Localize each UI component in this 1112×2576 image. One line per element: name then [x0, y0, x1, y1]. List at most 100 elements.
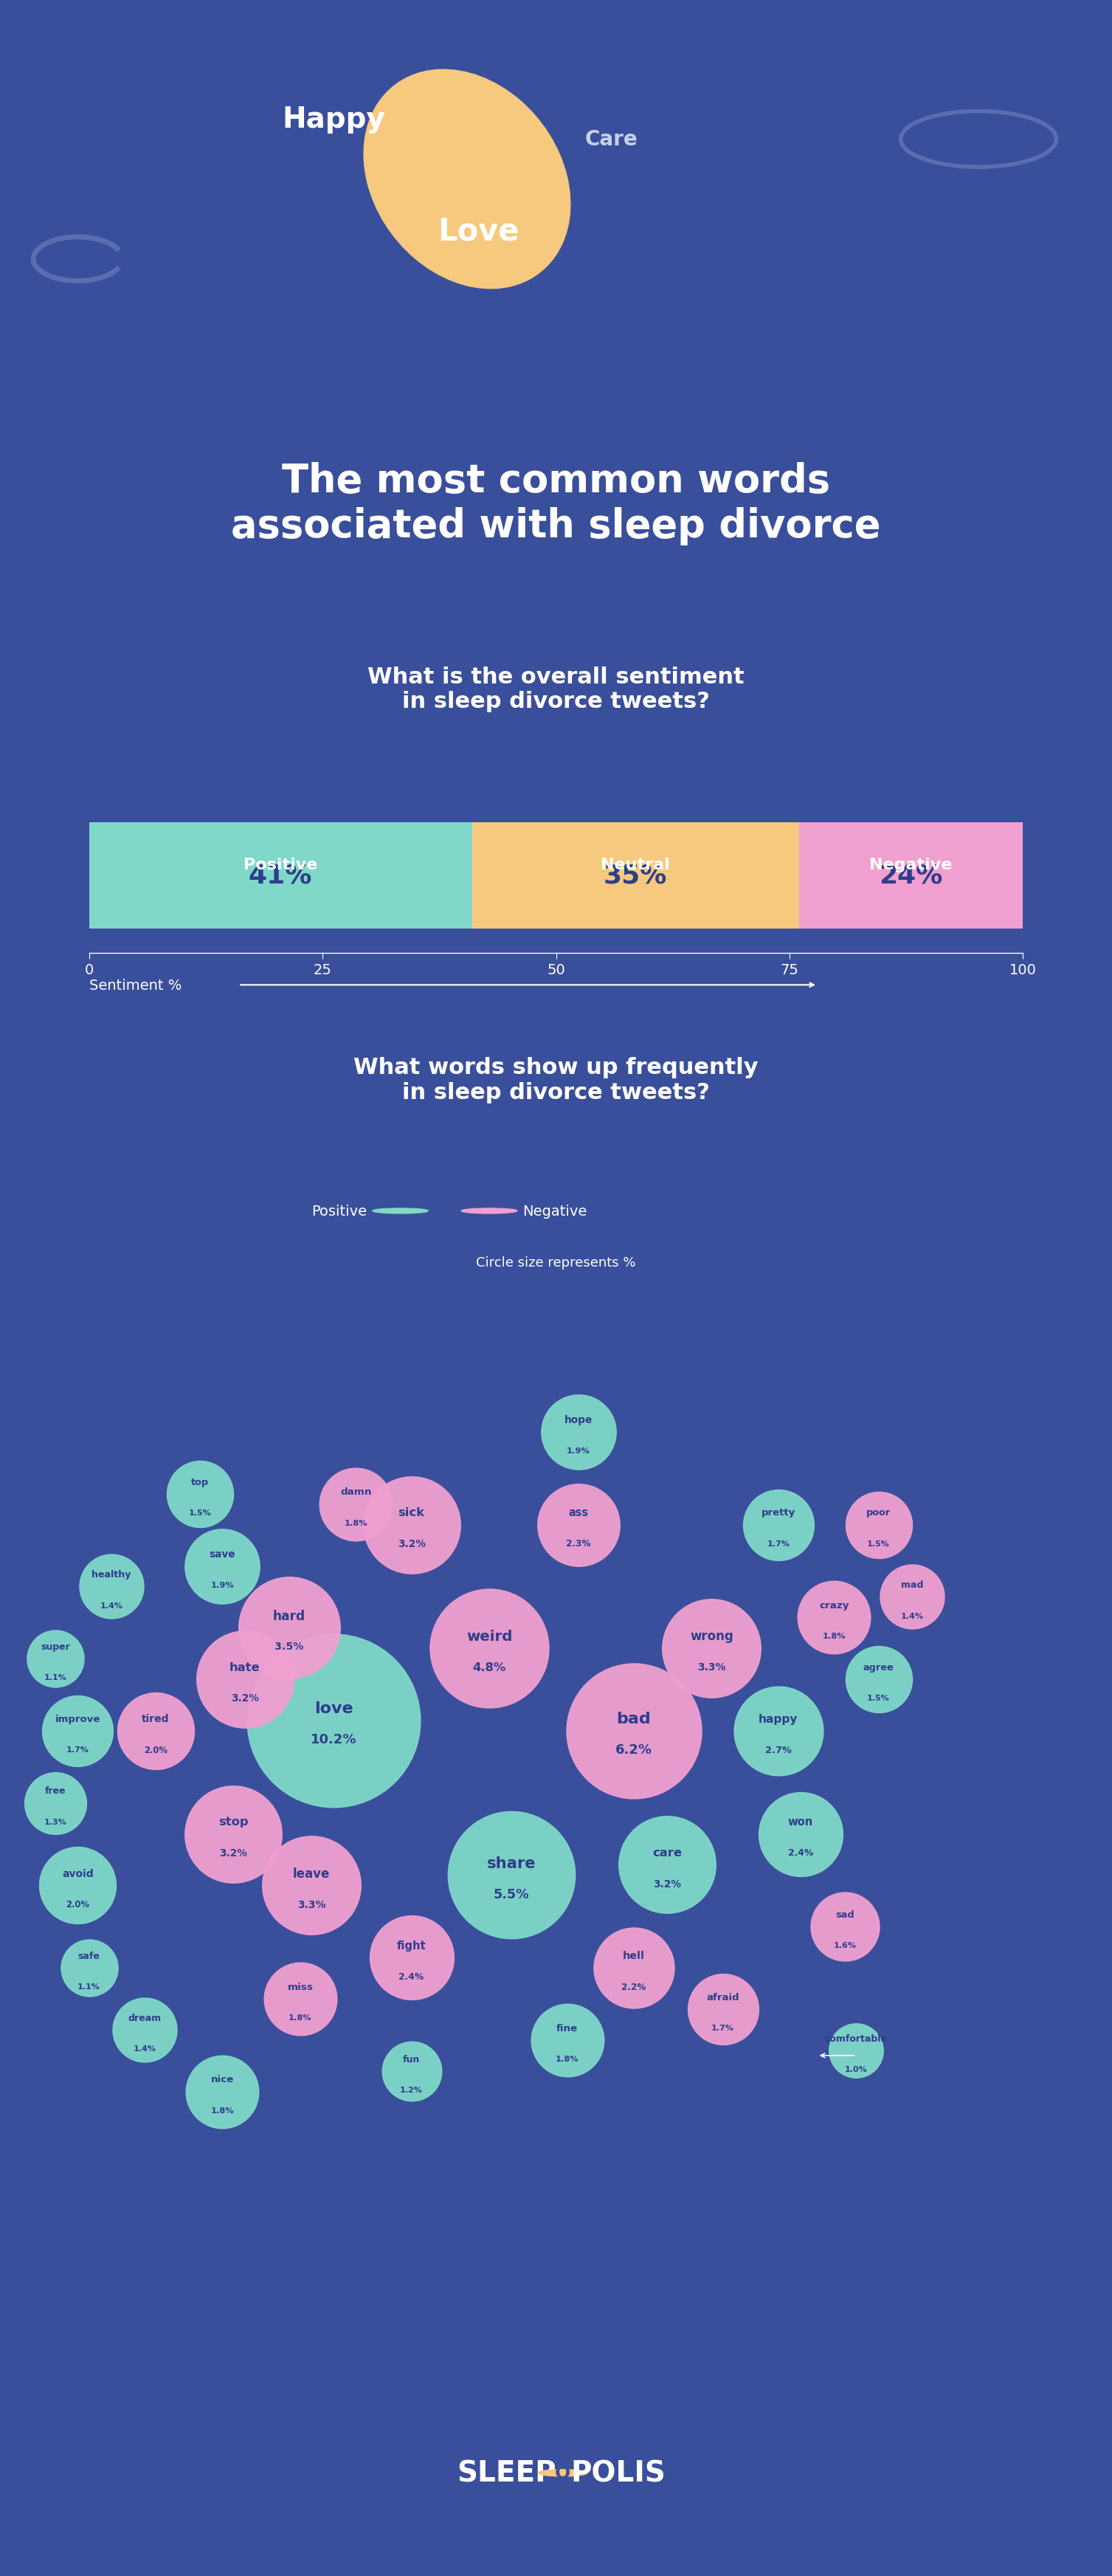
Text: super: super: [41, 1641, 70, 1651]
Point: [503, 1855, 520, 1896]
Bar: [471, 822, 798, 930]
Point: [325, 1700, 342, 1741]
Text: 10.2%: 10.2%: [310, 1734, 357, 1747]
Text: fine: fine: [556, 2022, 578, 2032]
Text: What is the overall sentiment
in sleep divorce tweets?: What is the overall sentiment in sleep d…: [368, 667, 744, 711]
Text: 2.2%: 2.2%: [622, 1981, 646, 1991]
Text: hate: hate: [229, 1662, 260, 1672]
Point: [191, 1473, 209, 1515]
Text: 3.2%: 3.2%: [653, 1878, 682, 1888]
Text: 1.7%: 1.7%: [712, 2025, 734, 2032]
Text: hope: hope: [564, 1414, 593, 1425]
Text: Sentiment %: Sentiment %: [89, 979, 181, 992]
Text: dream: dream: [128, 2012, 161, 2022]
Circle shape: [461, 1208, 517, 1213]
Text: afraid: afraid: [706, 1991, 739, 2002]
Text: Circle size represents %: Circle size represents %: [476, 1257, 636, 1270]
Text: save: save: [209, 1548, 236, 1558]
Text: 1.1%: 1.1%: [78, 1984, 100, 1991]
Text: 4.8%: 4.8%: [473, 1662, 506, 1672]
Text: 1.8%: 1.8%: [289, 2014, 311, 2022]
Text: 1.0%: 1.0%: [845, 2066, 867, 2074]
Text: Negative: Negative: [870, 858, 952, 871]
Text: Positive: Positive: [244, 858, 318, 871]
Text: Happy: Happy: [282, 106, 385, 134]
Text: crazy: crazy: [820, 1600, 848, 1610]
Point: [403, 2050, 420, 2092]
Point: [147, 1710, 165, 1752]
Text: share: share: [487, 1855, 536, 1870]
Text: 1.7%: 1.7%: [67, 1747, 89, 1754]
Point: [569, 1504, 587, 1546]
Point: [80, 1947, 98, 1989]
Text: 24%: 24%: [880, 863, 943, 889]
Text: 41%: 41%: [249, 863, 312, 889]
Text: O: O: [555, 2465, 570, 2481]
Text: leave: leave: [292, 1868, 330, 1880]
Point: [236, 1659, 254, 1700]
Point: [214, 1546, 231, 1587]
Text: The most common words
associated with sleep divorce: The most common words associated with sl…: [231, 461, 881, 546]
Text: 2.3%: 2.3%: [566, 1538, 590, 1548]
Point: [403, 1937, 420, 1978]
Text: 2.4%: 2.4%: [788, 1847, 813, 1857]
Point: [625, 1947, 643, 1989]
Text: bad: bad: [616, 1710, 652, 1726]
Point: [792, 1814, 810, 1855]
Text: safe: safe: [78, 1950, 100, 1960]
Point: [69, 1710, 87, 1752]
Text: ass: ass: [568, 1507, 588, 1517]
Point: [69, 1865, 87, 1906]
Point: [836, 1906, 854, 1947]
Text: Neutral: Neutral: [600, 858, 671, 871]
Text: poor: poor: [866, 1507, 891, 1517]
Text: 1.4%: 1.4%: [133, 2045, 156, 2053]
Point: [225, 1814, 242, 1855]
Text: nice: nice: [211, 2074, 234, 2084]
Text: hell: hell: [623, 1950, 645, 1960]
Text: 3.3%: 3.3%: [697, 1662, 726, 1672]
Point: [770, 1710, 787, 1752]
Point: [291, 1978, 309, 2020]
Text: 3.3%: 3.3%: [297, 1899, 326, 1909]
Text: stop: stop: [219, 1816, 248, 1826]
Point: [703, 1628, 721, 1669]
Text: top: top: [191, 1476, 209, 1486]
Text: 1.8%: 1.8%: [556, 2056, 578, 2063]
Text: Care: Care: [585, 129, 638, 149]
Text: tired: tired: [142, 1713, 169, 1723]
Text: improve: improve: [56, 1713, 100, 1723]
Point: [480, 1628, 498, 1669]
Text: free: free: [46, 1785, 66, 1795]
Text: POLIS: POLIS: [570, 2460, 666, 2486]
Point: [770, 1504, 787, 1546]
Point: [347, 1484, 365, 1525]
Text: mad: mad: [901, 1579, 923, 1589]
Text: avoid: avoid: [62, 1868, 93, 1878]
Text: 1.5%: 1.5%: [189, 1510, 211, 1517]
Circle shape: [373, 1208, 428, 1213]
Text: Negative: Negative: [523, 1203, 587, 1218]
Point: [280, 1607, 298, 1649]
Text: 1.2%: 1.2%: [400, 2087, 423, 2094]
Text: 3.5%: 3.5%: [275, 1641, 304, 1651]
Text: 2.7%: 2.7%: [765, 1744, 792, 1754]
Text: 3.2%: 3.2%: [397, 1538, 426, 1548]
Text: 1.4%: 1.4%: [901, 1613, 923, 1620]
Text: happy: happy: [758, 1713, 798, 1723]
Point: [625, 1710, 643, 1752]
Text: weird: weird: [466, 1628, 513, 1643]
Text: fight: fight: [397, 1940, 426, 1950]
Text: What words show up frequently
in sleep divorce tweets?: What words show up frequently in sleep d…: [354, 1056, 758, 1103]
Text: sick: sick: [398, 1507, 425, 1517]
Text: 1.3%: 1.3%: [44, 1819, 67, 1826]
Point: [870, 1659, 887, 1700]
Text: healthy: healthy: [91, 1569, 131, 1579]
Text: wrong: wrong: [691, 1631, 733, 1643]
Point: [214, 2071, 231, 2112]
Text: 6.2%: 6.2%: [615, 1744, 653, 1757]
Text: 1.5%: 1.5%: [867, 1695, 890, 1703]
Bar: [798, 822, 1023, 930]
Text: 1.8%: 1.8%: [345, 1520, 367, 1528]
Text: Love: Love: [437, 216, 519, 247]
